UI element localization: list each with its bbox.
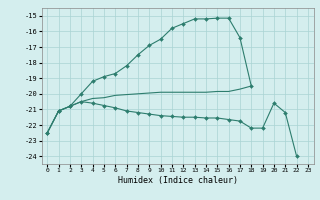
X-axis label: Humidex (Indice chaleur): Humidex (Indice chaleur) [118, 176, 237, 185]
